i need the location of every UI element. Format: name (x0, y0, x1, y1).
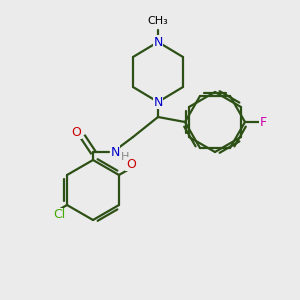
Text: F: F (260, 116, 267, 128)
Text: Cl: Cl (53, 208, 65, 221)
Text: CH₃: CH₃ (148, 16, 168, 26)
Text: N: N (153, 95, 163, 109)
Text: O: O (71, 125, 81, 139)
Text: N: N (110, 146, 120, 158)
Text: N: N (153, 35, 163, 49)
Text: O: O (126, 158, 136, 170)
Text: H: H (121, 152, 129, 162)
